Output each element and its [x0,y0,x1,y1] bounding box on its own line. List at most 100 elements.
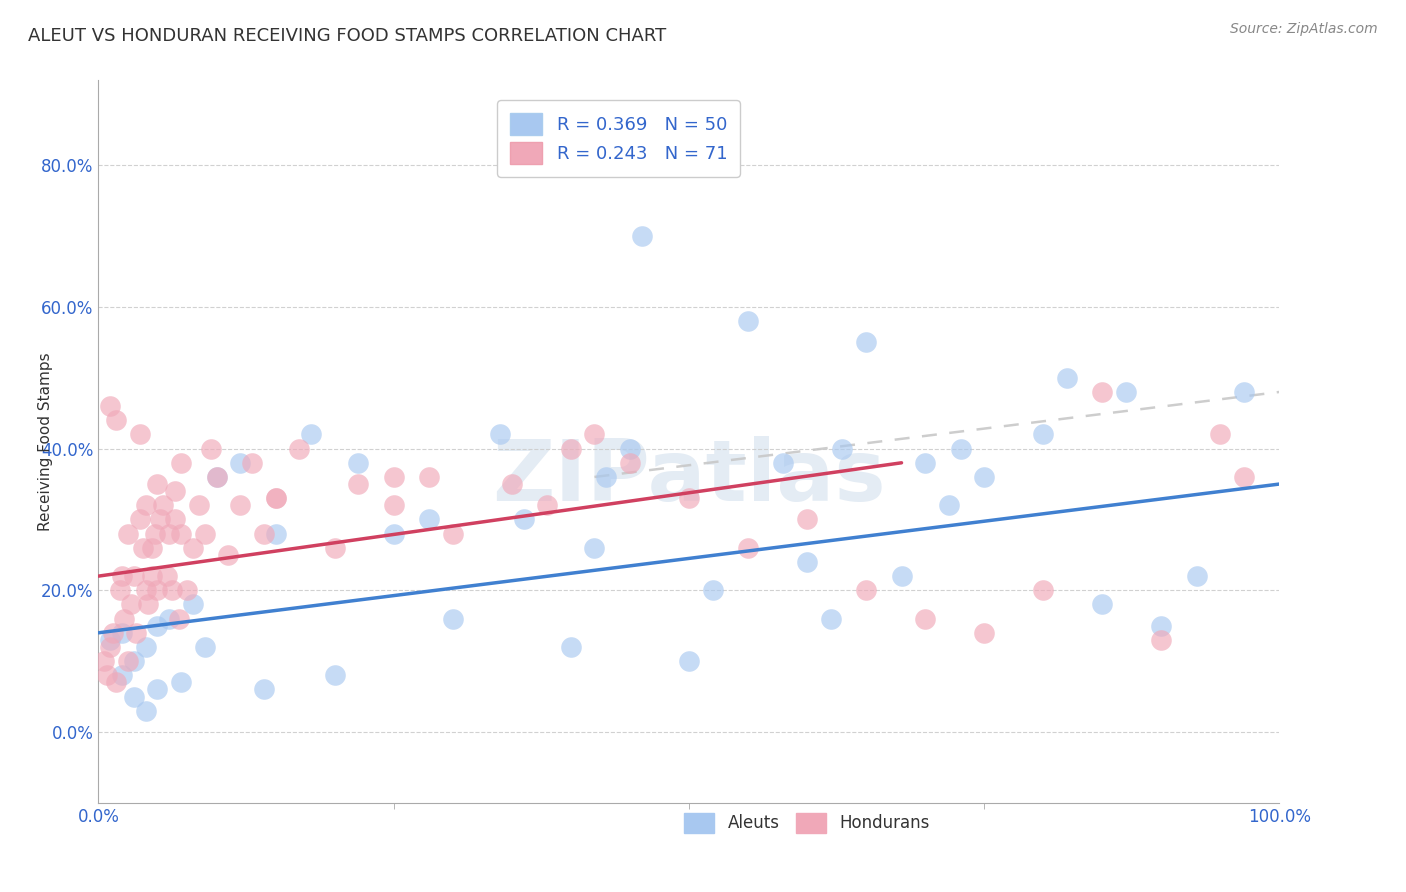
Point [181,598,204,612]
Point [1150,618,1173,632]
Point [108,583,131,598]
Point [441,526,464,541]
Point [1233,384,1256,399]
Point [187,498,209,512]
Point [194,526,217,541]
Point [167,612,190,626]
Point [170,675,193,690]
Point [560,442,582,456]
Point [914,612,936,626]
Point [157,612,180,626]
Point [418,512,440,526]
Point [112,612,135,626]
Point [737,541,759,555]
Point [149,512,172,526]
Point [1032,427,1054,442]
Point [98,399,121,413]
Point [1115,384,1137,399]
Text: Receiving Food Stamps: Receiving Food Stamps [38,352,53,531]
Point [229,498,252,512]
Point [152,498,174,512]
Point [949,442,972,456]
Point [973,625,995,640]
Point [619,456,641,470]
Point [101,625,124,640]
Point [382,526,405,541]
Point [181,541,204,555]
Point [141,541,163,555]
Point [820,612,842,626]
Point [938,498,960,512]
Point [1209,427,1232,442]
Point [831,442,853,456]
Point [146,682,169,697]
Text: ALEUT VS HONDURAN RECEIVING FOOD STAMPS CORRELATION CHART: ALEUT VS HONDURAN RECEIVING FOOD STAMPS … [28,27,666,45]
Point [122,690,145,704]
Point [288,442,311,456]
Point [194,640,217,654]
Point [678,654,700,668]
Point [98,632,121,647]
Point [772,456,794,470]
Point [135,498,157,512]
Point [146,583,169,598]
Point [122,569,145,583]
Point [501,477,523,491]
Point [855,335,877,350]
Point [229,456,252,470]
Point [205,470,228,484]
Point [128,512,150,526]
Point [737,314,759,328]
Point [382,498,405,512]
Point [583,541,606,555]
Point [1185,569,1208,583]
Point [135,583,157,598]
Point [441,612,464,626]
Point [135,640,157,654]
Point [323,541,346,555]
Point [160,583,183,598]
Point [105,675,128,690]
Point [489,427,512,442]
Point [136,598,159,612]
Point [264,491,287,506]
Point [132,541,155,555]
Point [146,477,169,491]
Point [264,526,287,541]
Point [105,413,128,427]
Point [347,456,370,470]
Legend: Aleuts, Hondurans: Aleuts, Hondurans [676,805,938,841]
Point [253,526,276,541]
Point [205,470,228,484]
Point [111,668,134,682]
Point [121,598,143,612]
Point [170,456,193,470]
Point [170,526,193,541]
Point [200,442,222,456]
Point [512,512,534,526]
Point [111,625,134,640]
Point [240,456,263,470]
Point [299,427,322,442]
Point [1091,384,1114,399]
Point [165,512,187,526]
Point [1091,598,1114,612]
Point [347,477,370,491]
Point [98,640,121,654]
Point [418,470,440,484]
Point [1032,583,1054,598]
Point [135,704,157,718]
Text: ZIPatlas: ZIPatlas [492,436,886,519]
Point [1150,632,1173,647]
Point [96,668,118,682]
Point [111,569,134,583]
Point [157,526,180,541]
Text: Source: ZipAtlas.com: Source: ZipAtlas.com [1230,22,1378,37]
Point [1056,371,1078,385]
Point [125,625,148,640]
Point [323,668,346,682]
Point [117,654,139,668]
Point [165,484,187,499]
Point [890,569,912,583]
Point [176,583,198,598]
